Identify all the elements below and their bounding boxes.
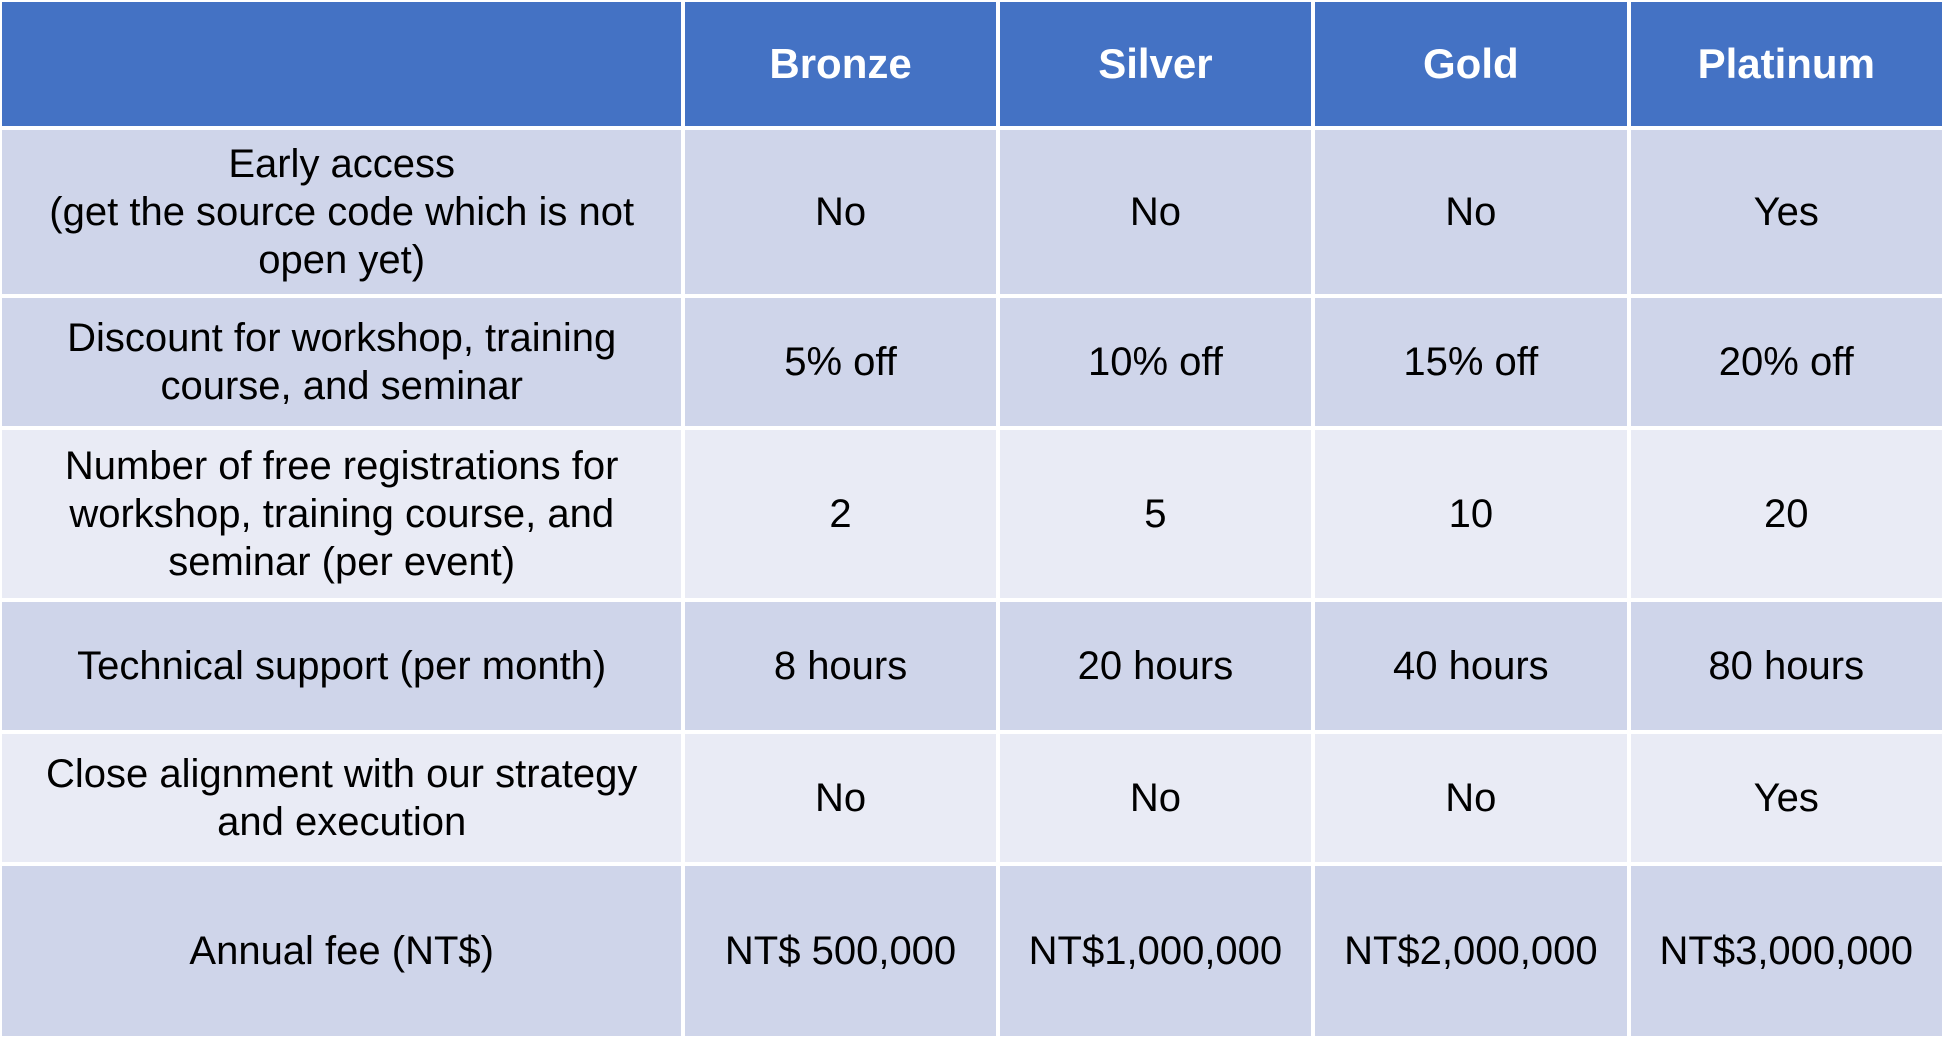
feature-annual-fee: Annual fee (NT$) — [2, 866, 682, 1036]
feature-label: Annual fee (NT$) — [189, 929, 494, 973]
header-silver: Silver — [999, 2, 1312, 126]
value-gold: 40 hours — [1315, 602, 1627, 730]
feature-free-registrations: Number of free registrations for worksho… — [2, 430, 682, 598]
feature-technical-support: Technical support (per month) — [2, 602, 682, 730]
value-silver: 5 — [999, 430, 1312, 598]
value-gold: No — [1315, 734, 1627, 862]
value-platinum: 80 hours — [1630, 602, 1942, 730]
feature-early-access: Early access (get the source code which … — [2, 130, 682, 294]
table-row: Number of free registrations for worksho… — [2, 430, 1942, 598]
feature-label: Early access (get the source code which … — [49, 142, 635, 282]
value-silver: 10% off — [999, 298, 1312, 426]
table-row: Close alignment with our strategy and ex… — [2, 734, 1942, 862]
value-bronze: 8 hours — [685, 602, 996, 730]
header-platinum: Platinum — [1630, 2, 1942, 126]
feature-discount: Discount for workshop, training course, … — [2, 298, 682, 426]
value-platinum: 20% off — [1630, 298, 1942, 426]
header-bronze: Bronze — [685, 2, 996, 126]
value-platinum: NT$3,000,000 — [1630, 866, 1942, 1036]
value-gold: NT$2,000,000 — [1315, 866, 1627, 1036]
value-silver: No — [999, 734, 1312, 862]
feature-label: Technical support (per month) — [77, 644, 607, 688]
table-row: Early access (get the source code which … — [2, 130, 1942, 294]
value-bronze: 2 — [685, 430, 996, 598]
value-silver: 20 hours — [999, 602, 1312, 730]
table-row: Technical support (per month) 8 hours 20… — [2, 602, 1942, 730]
feature-label: Discount for workshop, training course, … — [67, 316, 617, 408]
value-bronze: No — [685, 734, 996, 862]
value-silver: No — [999, 130, 1312, 294]
value-gold: 15% off — [1315, 298, 1627, 426]
table-row: Discount for workshop, training course, … — [2, 298, 1942, 426]
header-gold: Gold — [1315, 2, 1627, 126]
value-gold: 10 — [1315, 430, 1627, 598]
feature-label: Close alignment with our strategy and ex… — [45, 752, 638, 844]
header-corner-cell — [2, 2, 682, 126]
value-bronze: NT$ 500,000 — [685, 866, 996, 1036]
table-row: Annual fee (NT$) NT$ 500,000 NT$1,000,00… — [2, 866, 1942, 1036]
value-silver: NT$1,000,000 — [999, 866, 1312, 1036]
value-platinum: Yes — [1630, 130, 1942, 294]
value-gold: No — [1315, 130, 1627, 294]
value-platinum: 20 — [1630, 430, 1942, 598]
header-row: Bronze Silver Gold Platinum — [2, 2, 1942, 126]
value-platinum: Yes — [1630, 734, 1942, 862]
value-bronze: No — [685, 130, 996, 294]
value-bronze: 5% off — [685, 298, 996, 426]
feature-label: Number of free registrations for worksho… — [64, 444, 619, 584]
feature-close-alignment: Close alignment with our strategy and ex… — [2, 734, 682, 862]
